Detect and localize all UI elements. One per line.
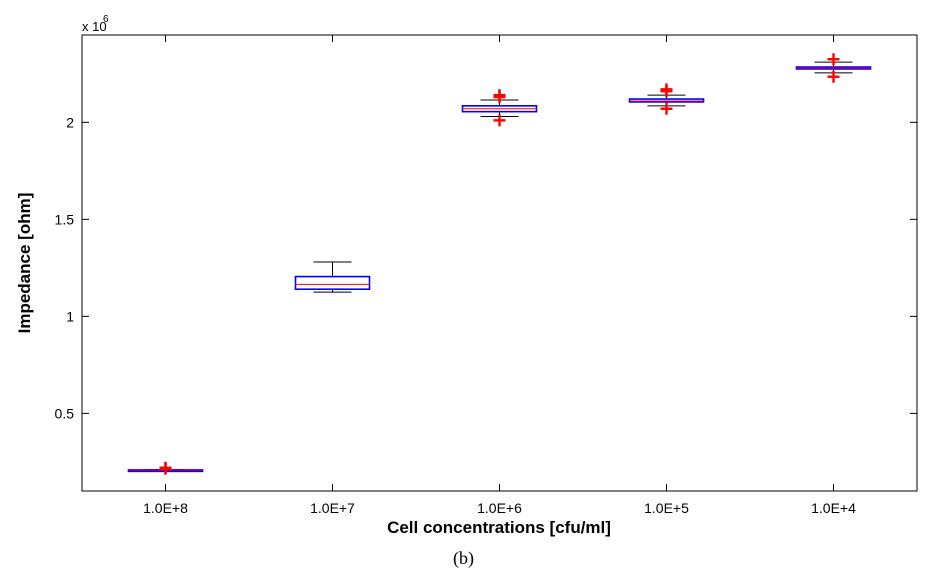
outlier-marker xyxy=(827,70,840,83)
y-multiplier-exponent: 6 xyxy=(103,14,109,25)
outlier-marker xyxy=(660,83,673,96)
figure-caption: (b) xyxy=(453,548,474,568)
outlier-marker xyxy=(660,102,673,115)
box-4 xyxy=(628,83,705,115)
x-tick-label: 1.0E+8 xyxy=(143,500,188,516)
y-axis-title: Impedance [ohm] xyxy=(15,193,34,334)
outlier-marker xyxy=(493,114,506,127)
box-1 xyxy=(127,461,204,475)
x-tick-label: 1.0E+4 xyxy=(811,500,856,516)
box-3 xyxy=(461,89,538,127)
x-tick-label: 1.0E+7 xyxy=(310,500,355,516)
x-tick-label: 1.0E+6 xyxy=(477,500,522,516)
y-tick-label: 1 xyxy=(66,308,74,324)
y-tick-label: 2 xyxy=(66,114,74,130)
ticks-layer: 0.5 1 1.5 2 1.0E+8 1.0E+7 1.0E+6 1.0E+5 1.0E+4 xyxy=(55,35,917,516)
box-5 xyxy=(795,53,872,83)
x-axis-title: Cell concentrations [cfu/ml] xyxy=(387,518,611,537)
outlier-marker xyxy=(159,462,172,475)
box-iqr xyxy=(294,275,371,290)
y-multiplier-label: x 10 xyxy=(82,19,107,34)
box-2 xyxy=(294,261,371,293)
y-tick-label: 1.5 xyxy=(55,211,75,227)
boxes-layer xyxy=(127,53,872,475)
outlier-marker xyxy=(827,53,840,66)
outlier-marker xyxy=(493,89,506,102)
y-tick-label: 0.5 xyxy=(55,405,75,421)
x-tick-label: 1.0E+5 xyxy=(644,500,689,516)
